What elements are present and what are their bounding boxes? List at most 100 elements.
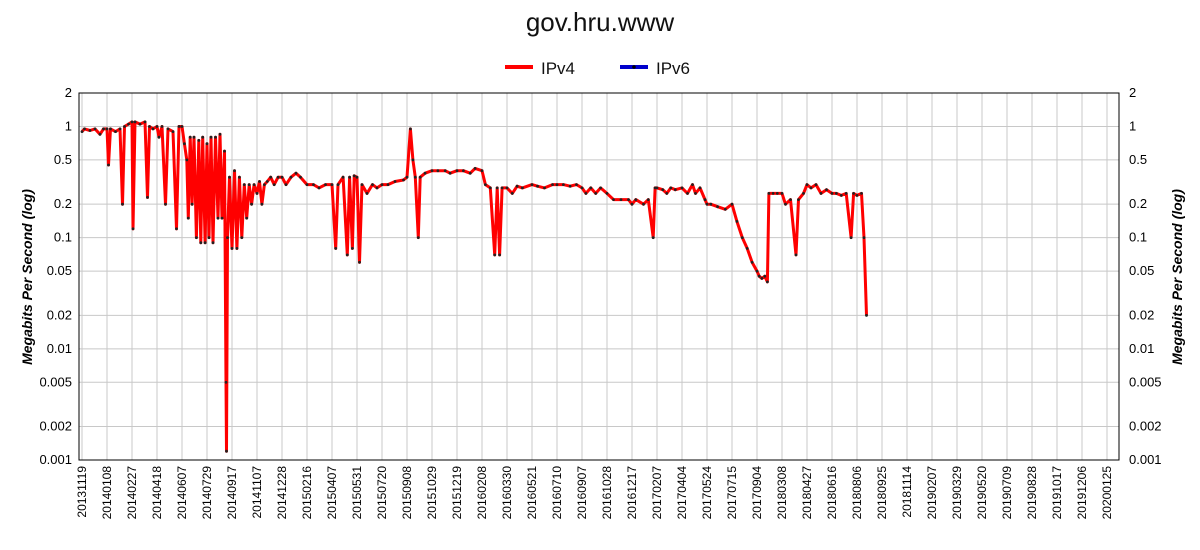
data-point <box>386 183 390 187</box>
x-tick-label: 20141107 <box>250 466 264 519</box>
x-tick-label: 20150531 <box>350 466 364 520</box>
x-tick-label: 20140108 <box>100 466 114 520</box>
data-point <box>418 175 422 179</box>
y-tick-label-right: 1 <box>1129 118 1136 133</box>
data-point <box>767 192 771 195</box>
data-point <box>225 449 228 453</box>
data-point <box>755 269 759 273</box>
data-point <box>358 260 361 264</box>
data-point <box>862 236 866 240</box>
data-point <box>835 192 838 195</box>
y-tick-label-right: 0.01 <box>1129 341 1154 356</box>
data-point <box>265 180 269 183</box>
data-point <box>402 178 405 182</box>
x-tick-label: 20160907 <box>575 466 589 520</box>
data-point <box>814 183 818 187</box>
data-point <box>133 120 137 124</box>
legend-entry-ipv6: IPv6 <box>620 59 690 78</box>
data-point <box>393 180 397 183</box>
data-point <box>651 236 655 240</box>
data-point <box>242 183 246 187</box>
data-point <box>757 274 761 278</box>
data-point <box>175 227 178 231</box>
y-tick-label: 0.2 <box>54 196 72 211</box>
y-tick-label: 0.05 <box>47 263 72 278</box>
data-point <box>105 127 109 131</box>
data-point <box>348 175 351 179</box>
data-point <box>211 241 215 245</box>
x-tick-label: 20150720 <box>375 466 389 520</box>
data-point <box>235 247 239 250</box>
data-point <box>705 202 709 206</box>
chart-title: gov.hru.www <box>526 7 675 37</box>
x-tick-label: 20170524 <box>700 466 714 520</box>
data-point <box>555 183 559 187</box>
data-point <box>121 202 124 206</box>
data-point <box>584 192 588 195</box>
data-point <box>784 202 787 206</box>
y-tick-label-right: 2 <box>1129 85 1136 100</box>
data-point <box>240 236 244 240</box>
data-point <box>855 194 859 197</box>
data-point <box>146 196 149 199</box>
data-point <box>360 183 364 187</box>
grid <box>79 92 1119 461</box>
data-point <box>205 142 209 146</box>
data-point <box>655 186 659 190</box>
data-point <box>245 216 249 220</box>
data-point <box>255 192 259 195</box>
data-point <box>665 192 669 195</box>
data-point <box>797 198 800 202</box>
x-tick-label: 20140917 <box>225 466 239 520</box>
data-point <box>83 127 86 131</box>
data-point <box>351 247 354 250</box>
x-tick-label: 20181114 <box>900 466 914 518</box>
data-point <box>605 192 609 195</box>
data-point <box>164 202 167 206</box>
data-point <box>375 186 379 190</box>
data-point <box>233 169 236 173</box>
y-axis-label-left: Megabits Per Second (log) <box>19 189 35 365</box>
data-point <box>160 125 164 128</box>
x-tick-label: 20170207 <box>650 466 664 520</box>
y-tick-label-right: 0.05 <box>1129 263 1154 278</box>
data-point <box>562 183 565 187</box>
data-point <box>844 192 848 195</box>
data-point <box>680 186 684 190</box>
x-tick-label: 20160208 <box>475 466 489 520</box>
data-point <box>691 183 694 187</box>
x-tick-label: 20161217 <box>625 466 639 520</box>
y-tick-label-right: 0.005 <box>1129 374 1162 389</box>
data-point <box>336 183 340 187</box>
series-group <box>80 120 868 453</box>
data-point <box>849 236 853 240</box>
data-point <box>130 120 134 124</box>
x-tick-label: 20151029 <box>425 466 439 520</box>
data-point <box>380 183 384 187</box>
data-point <box>436 169 440 173</box>
data-point <box>260 202 264 206</box>
data-point <box>299 175 302 179</box>
data-point <box>109 127 112 131</box>
x-tick-label: 20160521 <box>525 466 539 520</box>
x-tick-label: 20150407 <box>325 466 339 520</box>
data-point <box>760 277 764 280</box>
y-tick-label: 0.002 <box>39 419 72 434</box>
y-tick-label-right: 0.002 <box>1129 419 1162 434</box>
data-point <box>580 186 584 190</box>
data-point <box>500 186 504 190</box>
data-point <box>216 216 220 220</box>
data-point <box>312 183 315 187</box>
data-point <box>505 186 509 190</box>
data-point <box>686 192 689 195</box>
data-point <box>185 158 189 162</box>
data-point <box>98 132 102 136</box>
data-point <box>763 274 767 278</box>
y-tick-label: 0.01 <box>47 341 72 356</box>
data-point <box>224 380 228 384</box>
x-tick-label: 20160710 <box>550 466 564 520</box>
data-point <box>766 280 769 284</box>
series-line-ipv4 <box>80 120 868 453</box>
data-point <box>284 183 288 187</box>
data-point <box>166 127 170 131</box>
